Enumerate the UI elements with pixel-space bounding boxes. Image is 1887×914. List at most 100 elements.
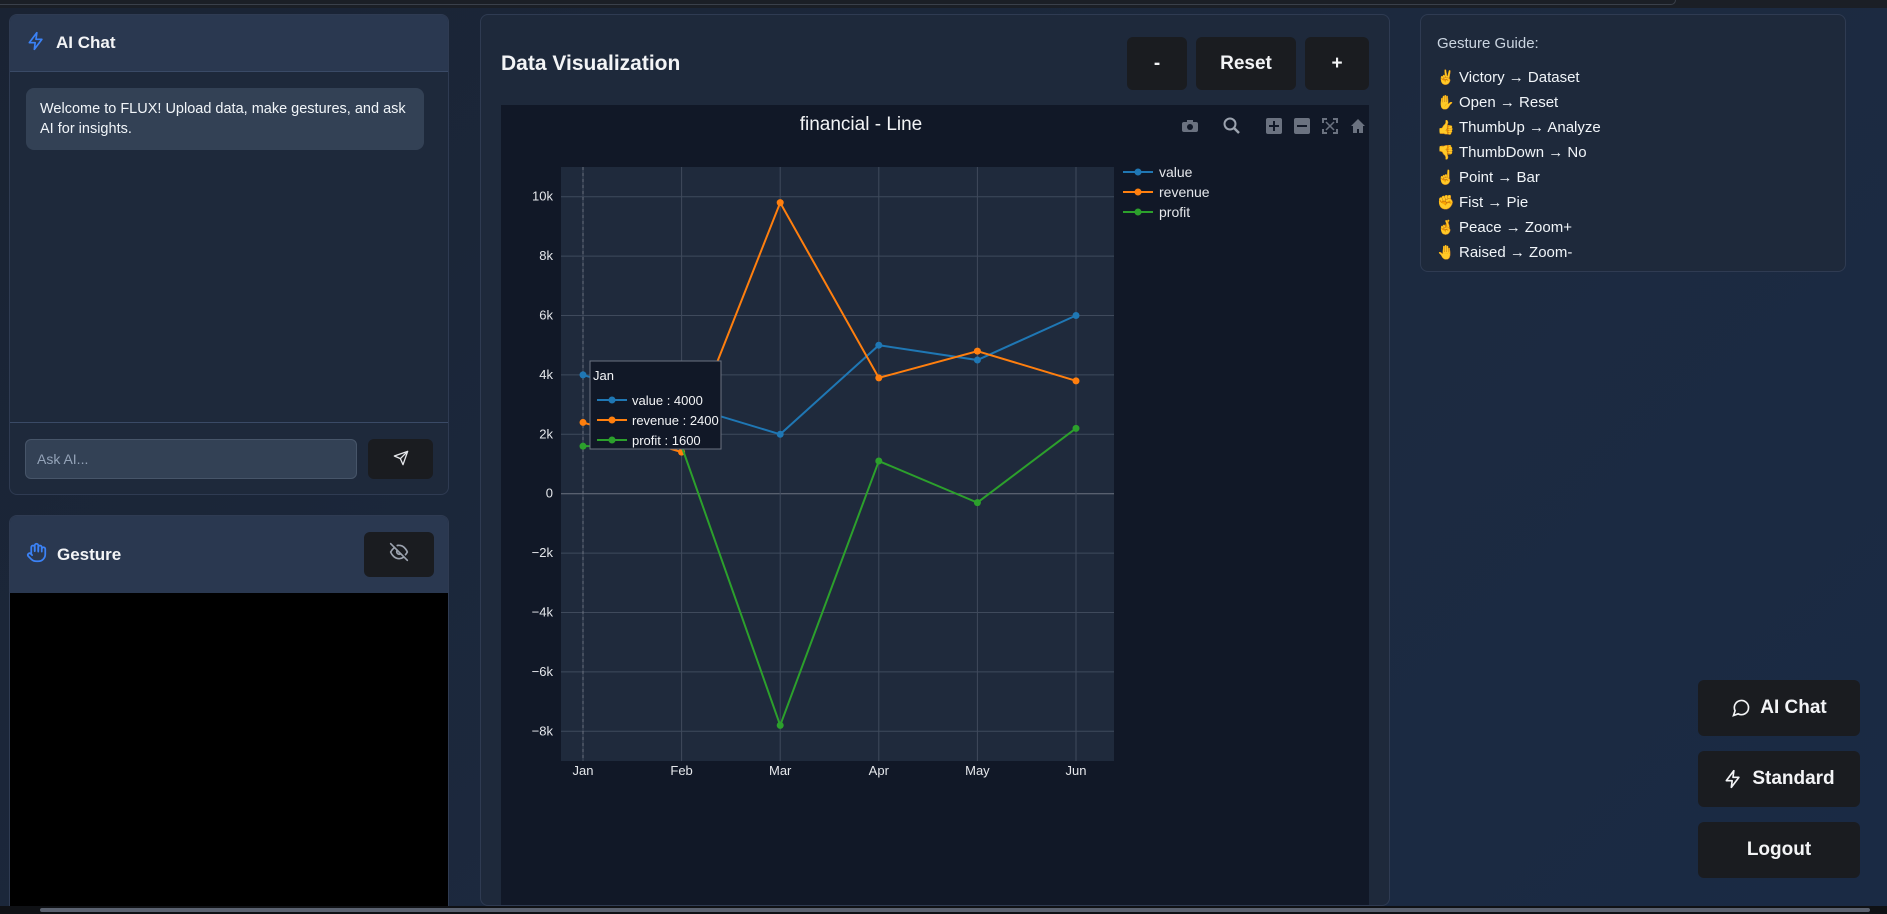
welcome-message: Welcome to FLUX! Upload data, make gestu… <box>26 88 424 150</box>
x-tick-label: Apr <box>869 763 890 778</box>
data-point-revenue <box>875 374 883 382</box>
data-point-value <box>776 430 784 438</box>
guide-item: 🤞 Peace → Zoom+ <box>1437 219 1572 236</box>
tooltip-marker-profit <box>608 436 616 444</box>
zoom-in-icon[interactable] <box>1263 115 1285 137</box>
gesture-guide-list: ✌️ Victory → Dataset ✋ Open → Reset 👍 Thumb… <box>1437 65 1601 265</box>
autoscale-icon[interactable] <box>1319 115 1341 137</box>
data-point-revenue <box>776 199 784 207</box>
send-button[interactable] <box>368 439 433 479</box>
chart-title: financial - Line <box>800 114 923 135</box>
horizontal-scrollbar[interactable] <box>0 906 1887 914</box>
logout-button[interactable]: Logout <box>1698 822 1860 878</box>
ai-chat-panel: AI Chat Welcome to FLUX! Upload data, ma… <box>9 14 449 495</box>
lightning-icon <box>1725 769 1740 789</box>
y-tick-label: 2k <box>539 426 553 441</box>
line-chart[interactable]: financial - Line 10k 8k 6k 4k 2k 0 −2k −4k −6k −8… <box>501 105 1369 906</box>
data-point-value <box>875 341 883 349</box>
legend-marker-value <box>1134 168 1142 176</box>
gesture-guide-title: Gesture Guide: <box>1437 35 1539 52</box>
y-tick-label: 10k <box>532 189 553 204</box>
tooltip-box <box>589 360 722 450</box>
chart-modebar <box>1179 115 1369 137</box>
camera-icon[interactable] <box>1179 115 1201 137</box>
chart-legend: value revenue profit <box>1123 164 1210 220</box>
data-point-value <box>579 371 587 379</box>
standard-mode-label: Standard <box>1752 768 1835 789</box>
y-tick-label: −6k <box>532 664 554 679</box>
gesture-guide-panel: Gesture Guide: ✌️ Victory → Dataset ✋ Open… <box>1420 14 1846 272</box>
zoom-out-icon[interactable] <box>1291 115 1313 137</box>
data-point-profit <box>875 457 883 465</box>
tooltip-value-revenue: revenue : 2400 <box>632 413 719 428</box>
zoom-icon[interactable] <box>1221 115 1243 137</box>
x-tick-label: Jan <box>573 763 594 778</box>
y-tick-label: 6k <box>539 308 553 323</box>
data-point-value <box>973 356 981 364</box>
zoom-in-button[interactable]: + <box>1305 37 1369 90</box>
tooltip-value-profit: profit : 1600 <box>632 433 701 448</box>
tooltip-marker-value <box>608 396 616 404</box>
guide-item: ✊ Fist → Pie <box>1437 194 1529 211</box>
ai-chat-fab-label: AI Chat <box>1760 697 1827 718</box>
camera-toggle-button[interactable] <box>364 532 434 577</box>
y-tick-label: −2k <box>532 545 554 560</box>
x-axis-ticks: Jan Feb Mar Apr May Jun <box>573 763 1087 778</box>
visualization-panel: Data Visualization - Reset + financial -… <box>480 14 1390 906</box>
data-point-revenue <box>579 418 587 426</box>
legend-marker-profit <box>1134 208 1142 216</box>
guide-item: ☝️ Point → Bar <box>1437 169 1540 186</box>
browser-top-strip <box>0 0 1887 8</box>
reset-button[interactable]: Reset <box>1196 37 1296 90</box>
ai-chat-fab-button[interactable]: AI Chat <box>1698 680 1860 736</box>
gesture-header: Gesture <box>10 516 448 593</box>
send-icon <box>393 450 409 469</box>
chat-input-row <box>10 422 448 494</box>
guide-item: 👍 ThumbUp → Analyze <box>1437 119 1601 136</box>
data-point-value <box>1072 312 1080 319</box>
x-tick-label: May <box>965 763 990 778</box>
data-point-profit <box>1072 424 1080 432</box>
gesture-camera-feed <box>10 593 448 914</box>
legend-label-revenue: revenue <box>1159 184 1210 200</box>
data-point-profit <box>776 721 784 729</box>
hand-icon <box>26 542 47 568</box>
gesture-panel: Gesture <box>9 515 449 914</box>
y-tick-label: 4k <box>539 367 553 382</box>
x-tick-label: Feb <box>670 763 692 778</box>
message-circle-icon <box>1732 699 1750 717</box>
y-tick-label: −4k <box>532 605 554 620</box>
data-point-profit <box>973 499 981 507</box>
data-point-profit <box>579 442 587 450</box>
ai-chat-header: AI Chat <box>10 15 448 72</box>
gesture-title: Gesture <box>57 544 122 564</box>
ask-ai-input[interactable] <box>25 439 357 479</box>
x-tick-label: Mar <box>769 763 792 778</box>
chart-area: financial - Line 10k 8k 6k 4k 2k 0 −2k −4k −6k −8… <box>501 105 1369 906</box>
x-tick-label: Jun <box>1066 763 1087 778</box>
ai-chat-title: AI Chat <box>56 33 116 52</box>
data-point-revenue <box>973 347 981 355</box>
visualization-title: Data Visualization <box>501 52 681 75</box>
tooltip-value-value: value : 4000 <box>632 393 703 408</box>
legend-label-value: value <box>1159 164 1193 180</box>
home-icon[interactable] <box>1347 115 1369 137</box>
tooltip-title: Jan <box>593 368 614 383</box>
data-point-revenue <box>1072 377 1080 385</box>
guide-item: ✋ Open → Reset <box>1437 94 1559 111</box>
legend-marker-revenue <box>1134 188 1142 196</box>
legend-label-profit: profit <box>1159 204 1190 220</box>
eye-off-icon <box>389 542 409 567</box>
hover-tooltip: Jan value : 4000 revenue : 2400 profit : 16… <box>589 360 722 450</box>
guide-item: 👎 ThumbDown → No <box>1437 144 1587 161</box>
standard-mode-button[interactable]: Standard <box>1698 751 1860 807</box>
lightning-icon <box>26 31 46 56</box>
y-tick-label: 0 <box>546 486 553 501</box>
guide-item: ✌️ Victory → Dataset <box>1437 69 1580 86</box>
y-axis-ticks: 10k 8k 6k 4k 2k 0 −2k −4k −6k −8k <box>532 189 554 739</box>
plot-background <box>561 167 1114 761</box>
zoom-out-button[interactable]: - <box>1127 37 1187 90</box>
guide-item: 🤚 Raised → Zoom- <box>1437 244 1573 261</box>
tooltip-marker-revenue <box>608 416 616 424</box>
y-tick-label: 8k <box>539 248 553 263</box>
